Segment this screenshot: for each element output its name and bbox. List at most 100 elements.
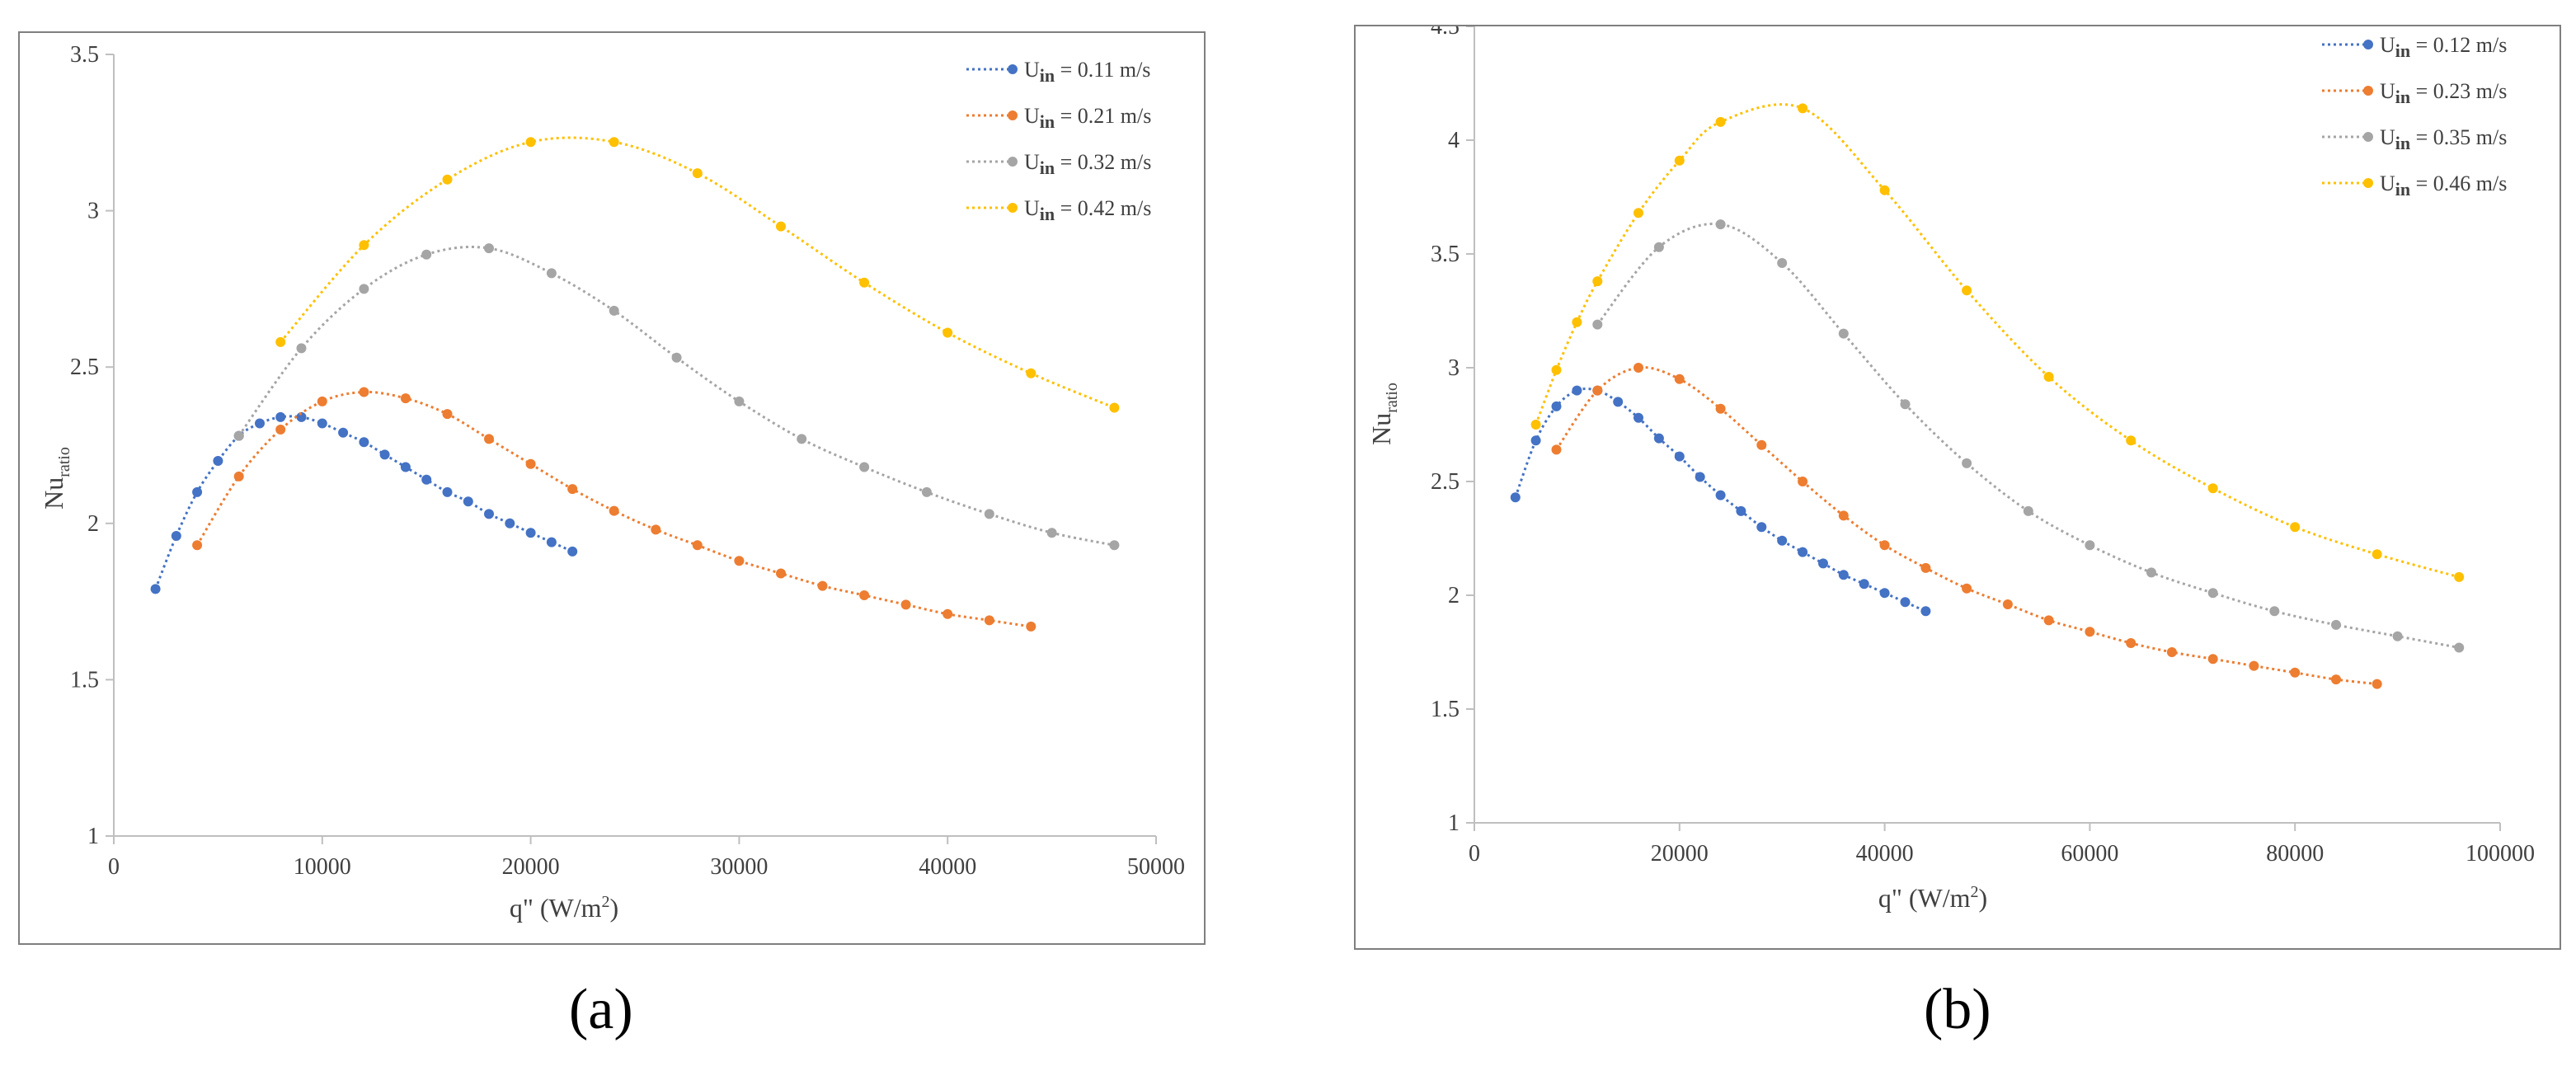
chart-b-series-3-line (1535, 103, 2460, 579)
chart-b-series-1-line (1555, 366, 2377, 686)
chart-b-series-2-point (1900, 399, 1911, 410)
chart-a-series-0-point (463, 496, 473, 507)
chart-b-series-0-point (1715, 490, 1726, 500)
chart-b-series-3-point (1715, 116, 1726, 127)
chart-a-xlabel: q" (W/m2) (510, 893, 618, 923)
chart-b-series-1-point (2331, 674, 2341, 685)
chart-b-series-0-point (1798, 547, 1808, 557)
chart-b-legend-item-0: Uin = 0.12 m/s (2322, 33, 2507, 61)
chart-a-legend-marker-3 (1008, 203, 1018, 213)
chart-b-series-1-point (2207, 654, 2218, 665)
chart-b-series-2-point (2207, 588, 2218, 599)
chart-a-series-2-line (237, 246, 1115, 547)
chart-b-series-1-point (1838, 510, 1849, 521)
chart-a-series-1-point (192, 540, 203, 551)
chart-a-y-tick-label: 3 (87, 199, 99, 224)
chart-a-legend-marker-1 (1008, 110, 1018, 120)
chart-a-series-3-point (275, 336, 286, 347)
chart-b-x-tick-label: 20000 (1651, 841, 1709, 867)
chart-b-svg: Nuratio q" (W/m2) 1 1.5 2 2.5 3 3.5 4 4.5 0 20000… (1366, 26, 2535, 913)
chart-b-x-tick-label: 100000 (2466, 841, 2535, 867)
chart-b-series-1-point (1920, 562, 1931, 573)
chart-a-series-0 (150, 411, 578, 594)
chart-b-series-0 (1510, 385, 1931, 617)
chart-a-x-tick-label: 40000 (919, 854, 976, 880)
chart-a-x-tick-label: 20000 (502, 854, 560, 880)
chart-b-series-3-point (1674, 155, 1685, 166)
chart-a-series-2-point (921, 486, 932, 497)
chart-b-series-1-point (2002, 599, 2013, 609)
chart-b-series-1-point (2043, 615, 2054, 626)
chart-a-series-2-point (1109, 540, 1120, 551)
chart-a-series-2-point (359, 284, 369, 294)
chart-a-series-1-point (233, 471, 244, 481)
chart-a-series-2-point (296, 343, 307, 354)
chart-a-legend-label-2: Uin = 0.32 m/s (1024, 150, 1151, 178)
chart-a-series-2-point (421, 249, 432, 260)
chart-b-series-1-point (2166, 647, 2177, 657)
chart-a-legend-item-0: Uin = 0.11 m/s (966, 58, 1150, 86)
chart-b-x-tick-label: 40000 (1856, 841, 1914, 867)
chart-b-legend-label-0: Uin = 0.12 m/s (2380, 33, 2507, 61)
chart-a-series-0-point (525, 528, 536, 538)
panel-label-b: (b) (1924, 978, 1991, 1041)
chart-b-legend-marker-1 (2363, 86, 2373, 96)
chart-a-legend-marker-0 (1008, 64, 1018, 74)
chart-b-series-0-point (1613, 397, 1624, 407)
chart-b-series-2-point (2454, 642, 2465, 653)
chart-a-series-2-point (609, 305, 619, 316)
chart-b-series-1-point (1551, 444, 1562, 455)
chart-b-series-3-point (1592, 276, 1603, 287)
chart-b-legend-marker-2 (2363, 132, 2373, 142)
chart-b-series-1-point (1634, 363, 1643, 373)
chart-a-series-1-point (609, 505, 619, 516)
chart-b-series-3-point (2372, 549, 2382, 560)
chart-a-series-2-point (984, 509, 994, 519)
chart-a-series-3-line (280, 136, 1115, 409)
chart-b-series-2-point (1777, 258, 1788, 268)
chart-a-series-2-point (671, 352, 682, 363)
chart-b-legend-marker-3 (2363, 178, 2373, 188)
chart-b-y-tick-label: 2 (1448, 583, 1460, 608)
chart-a-legend-label-3: Uin = 0.42 m/s (1024, 196, 1151, 224)
chart-a-ylabel: Nuratio (39, 447, 73, 510)
chart-b-series-1 (1551, 363, 2382, 689)
chart-b-y-tick-label: 3.5 (1431, 242, 1460, 267)
chart-b-series-0-point (1695, 472, 1705, 482)
chart-a-x-tick-label: 50000 (1127, 854, 1185, 880)
chart-b-series-3-point (1572, 317, 1582, 327)
chart-b-series-2-point (1592, 319, 1603, 330)
chart-b-series-1-point (1592, 385, 1603, 396)
chart-a-series-1-point (900, 599, 911, 610)
chart-a-series-0-point (442, 486, 453, 497)
chart-a-series-1-point (400, 393, 411, 404)
chart-a-y-tick-label: 2.5 (70, 355, 99, 380)
chart-b-series-0-point (1674, 451, 1685, 462)
chart-a-series-2-point (797, 434, 807, 444)
chart-a-series-0-point (484, 509, 494, 519)
chart-a-series-2-point (233, 430, 244, 441)
chart-a-legend-label-0: Uin = 0.11 m/s (1024, 58, 1150, 86)
chart-a-series-0-point (171, 531, 181, 541)
chart-b-series-1-point (1756, 439, 1767, 450)
chart-b-y-tick-label: 1 (1448, 810, 1460, 836)
chart-b-series-1-point (1879, 540, 1890, 551)
chart-b-series-0-point (1818, 558, 1828, 569)
chart-b-y-tick-label: 1.5 (1431, 697, 1460, 722)
chart-b-series-3-point (1962, 285, 1972, 296)
chart-b-series-2-point (2392, 631, 2403, 641)
chart-a-series-0-point (505, 518, 515, 528)
chart-b-series-0-point (1777, 535, 1788, 546)
chart-a-y-tick-label: 3.5 (70, 42, 99, 68)
chart-b-xlabel: q" (W/m2) (1878, 883, 1987, 913)
chart-b-series-0-point (1653, 433, 1664, 444)
chart-a-series-0-point (567, 546, 578, 557)
chart-panel-b: Nuratio q" (W/m2) 1 1.5 2 2.5 3 3.5 4 4.5 0 20000… (1354, 25, 2561, 950)
chart-b-series-0-point (1634, 412, 1643, 423)
chart-a-y-tick-label: 1 (87, 824, 99, 849)
chart-b-series-0-point (1510, 492, 1521, 503)
chart-a-series-2 (233, 243, 1120, 551)
chart-b-legend-label-2: Uin = 0.35 m/s (2380, 125, 2507, 153)
chart-a-series-3-point (1026, 368, 1037, 378)
chart-b-series-0-point (1838, 570, 1849, 580)
